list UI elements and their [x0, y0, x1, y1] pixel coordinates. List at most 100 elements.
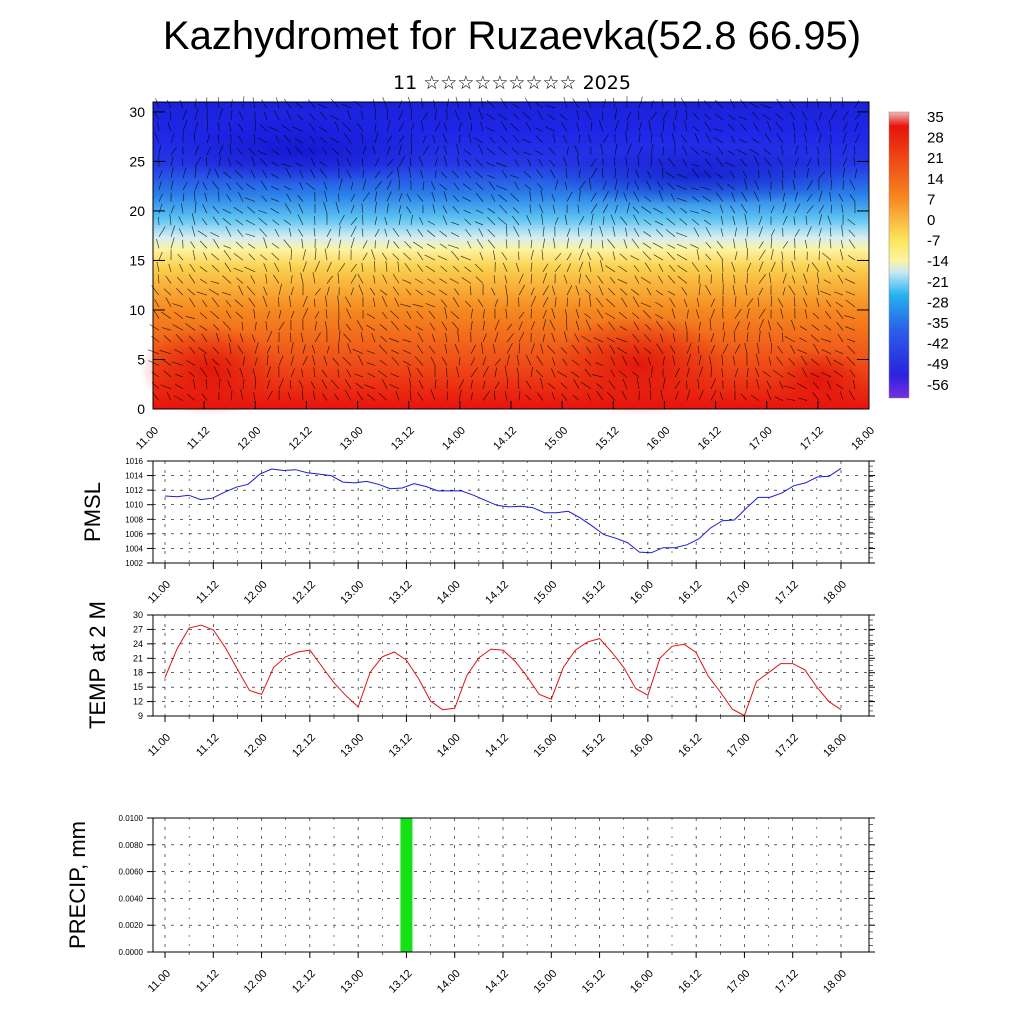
wind-vector	[350, 287, 355, 296]
wind-vector	[379, 360, 388, 366]
wind-vector	[776, 133, 784, 144]
wind-vector	[307, 99, 316, 109]
wind-vector	[417, 264, 424, 273]
wind-vector	[422, 145, 430, 155]
wind-vector	[360, 332, 364, 343]
wind-vector	[845, 291, 856, 296]
wind-vector	[566, 263, 571, 272]
wind-vector	[168, 263, 172, 272]
wind-vector	[767, 121, 772, 132]
wind-vector	[829, 97, 832, 109]
wind-vector	[669, 297, 676, 308]
wind-vector	[266, 330, 273, 343]
wind-vector	[326, 229, 332, 237]
wind-vector	[174, 349, 184, 355]
wind-vector	[230, 110, 233, 120]
wind-vector	[433, 99, 436, 109]
wind-vector	[381, 296, 388, 308]
wind-vector	[229, 144, 232, 155]
wind-vector	[410, 132, 412, 144]
wind-vector	[643, 219, 652, 226]
wind-vector	[547, 382, 556, 390]
wind-vector	[194, 157, 202, 167]
wind-vector	[542, 296, 549, 308]
wind-vector	[744, 342, 748, 354]
wind-vector	[786, 398, 796, 401]
wind-vector	[362, 178, 367, 190]
wind-vector	[563, 135, 568, 144]
wind-vector	[635, 168, 640, 179]
wind-vector	[252, 97, 256, 109]
wind-vector	[549, 159, 556, 167]
wind-vector	[239, 333, 244, 343]
wind-vector	[638, 122, 642, 132]
wind-vector	[746, 308, 750, 319]
wind-vector	[676, 184, 688, 191]
wind-vector	[849, 179, 856, 191]
colorbar-label: 21	[927, 150, 944, 167]
x-tick-label: 17.12	[773, 732, 801, 760]
x-tick-label: 11.12	[194, 732, 221, 759]
wind-vector	[290, 311, 295, 319]
wind-vector	[588, 261, 592, 272]
wind-vector	[344, 389, 352, 401]
wind-vector	[235, 241, 244, 249]
wind-vector	[346, 369, 352, 378]
wind-vector	[308, 148, 316, 156]
wind-vector	[542, 238, 546, 249]
wind-vector	[479, 251, 484, 261]
wind-vector	[347, 343, 352, 354]
wind-vector	[518, 311, 525, 319]
wind-vector	[494, 299, 498, 308]
wind-vector	[597, 251, 604, 261]
wind-vector	[446, 98, 450, 109]
wind-vector	[470, 367, 479, 378]
wind-vector	[475, 192, 484, 202]
wind-vector	[170, 180, 174, 190]
wind-vector	[377, 370, 388, 378]
wind-vector	[564, 214, 568, 226]
wind-vector	[200, 367, 208, 378]
wind-vector	[324, 295, 328, 307]
wind-vector	[313, 367, 316, 378]
wind-vector	[194, 108, 199, 120]
wind-vector	[322, 147, 328, 155]
wind-vector	[170, 132, 175, 144]
wind-vector	[214, 168, 220, 179]
cold-patch	[160, 115, 440, 185]
wind-vector	[637, 154, 640, 167]
wind-vector	[500, 97, 508, 109]
wind-vector	[791, 261, 796, 272]
wind-vector	[290, 286, 294, 296]
colorbar-label: 14	[927, 171, 944, 188]
wind-vector	[228, 158, 232, 167]
wind-vector	[734, 296, 737, 307]
wind-vector	[169, 213, 172, 226]
wind-vector	[758, 261, 764, 272]
wind-vector	[767, 169, 772, 179]
wind-vector	[361, 203, 364, 214]
wind-vector	[149, 324, 160, 331]
wind-vector	[346, 169, 352, 179]
wind-vector	[350, 194, 356, 202]
wind-vector	[828, 119, 832, 132]
wind-vector	[332, 357, 340, 366]
wind-vector	[650, 155, 653, 167]
wind-vector	[525, 121, 532, 132]
wind-vector	[337, 272, 340, 284]
wind-vector	[253, 134, 256, 144]
wind-vector	[192, 250, 196, 261]
wind-vector	[581, 335, 592, 343]
wind-vector	[456, 143, 460, 155]
y-tick-label: 15	[133, 682, 143, 692]
wind-vector	[398, 193, 403, 202]
wind-vector	[848, 239, 856, 249]
wind-vector	[422, 112, 428, 120]
wind-vector	[632, 371, 640, 378]
x-tick-label: 14.00	[435, 579, 463, 607]
wind-vector	[475, 209, 484, 214]
wind-vector	[770, 237, 773, 249]
wind-vector	[617, 278, 628, 284]
